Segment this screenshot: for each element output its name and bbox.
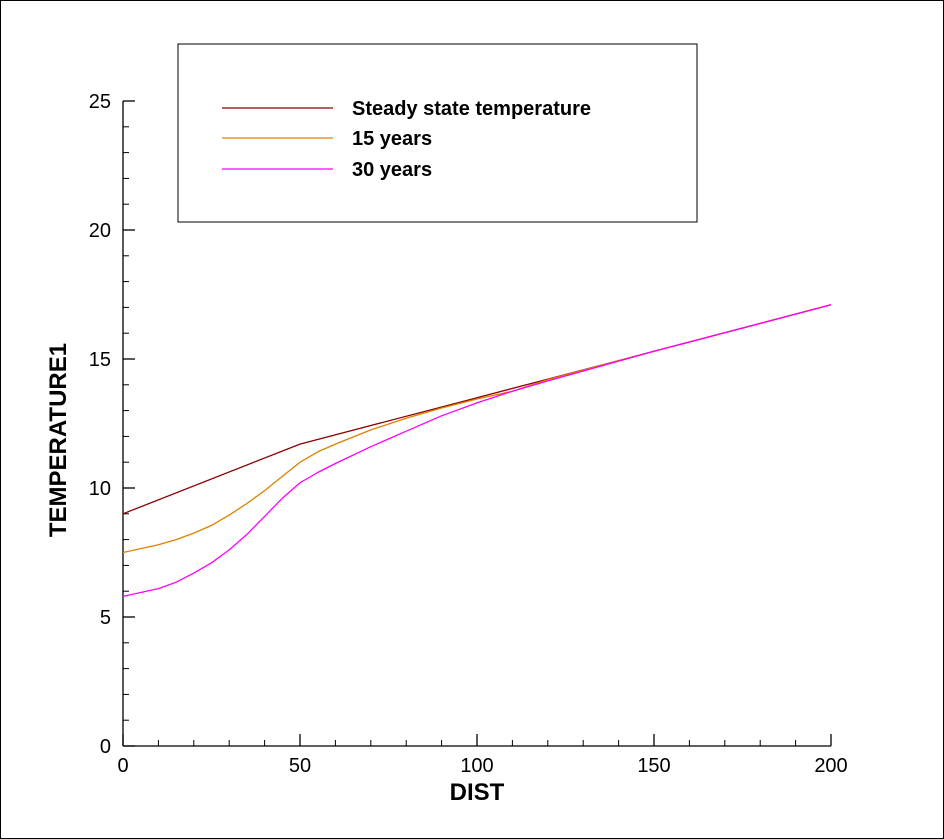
tick-labels: 0 50 100 150 200 0 5 10 15 20 25 — [89, 91, 848, 777]
series-line-30-years — [122, 304, 832, 598]
legend-label-steady-state: Steady state temperature — [352, 98, 591, 120]
legend: Steady state temperature 15 years 30 yea… — [177, 43, 698, 223]
x-axis-title: DIST — [450, 779, 505, 806]
x-tick-label: 100 — [460, 755, 493, 777]
y-tick-label: 10 — [89, 478, 111, 500]
y-tick-label: 5 — [100, 607, 111, 629]
x-tick-label: 200 — [814, 755, 847, 777]
series-lines — [122, 304, 832, 598]
y-tick-label: 0 — [100, 736, 111, 758]
y-axis-title: TEMPERATURE1 — [45, 343, 72, 537]
legend-label-15-years: 15 years — [352, 128, 432, 150]
series-line-steady-state — [122, 304, 832, 515]
y-tick-label: 25 — [89, 91, 111, 113]
ticks — [122, 100, 832, 747]
y-tick-label: 20 — [89, 220, 111, 242]
x-tick-label: 150 — [637, 755, 670, 777]
y-tick-label: 15 — [89, 349, 111, 371]
legend-label-30-years: 30 years — [352, 159, 432, 181]
legend-box — [177, 43, 698, 223]
series-line-15-years — [122, 304, 832, 554]
x-tick-label: 0 — [117, 755, 128, 777]
x-tick-label: 50 — [289, 755, 311, 777]
